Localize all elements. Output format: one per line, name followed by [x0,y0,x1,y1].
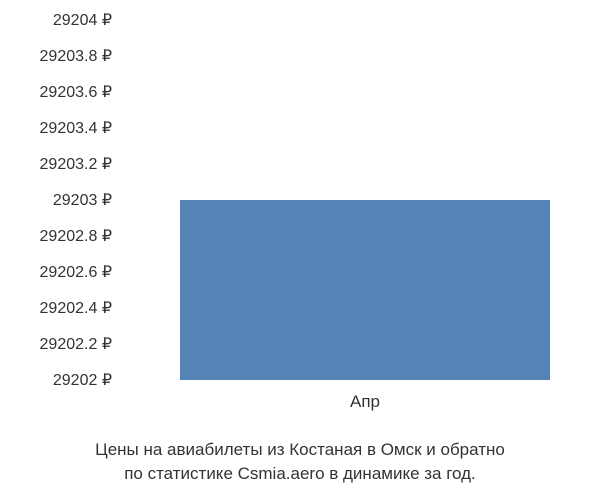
x-tick-label: Апр [350,392,380,412]
y-tick-label: 29202.8 ₽ [40,226,112,246]
price-bar [180,200,550,380]
y-tick-label: 29203.2 ₽ [40,154,112,174]
caption-line-1: Цены на авиабилеты из Костаная в Омск и … [0,438,600,462]
plot-area: Апр [120,20,580,380]
y-tick-label: 29203.4 ₽ [40,118,112,138]
y-tick-label: 29204 ₽ [53,10,112,30]
y-tick-label: 29202.2 ₽ [40,334,112,354]
y-axis: 29204 ₽29203.8 ₽29203.6 ₽29203.4 ₽29203.… [0,20,120,380]
y-tick-label: 29203 ₽ [53,190,112,210]
price-chart: 29204 ₽ 29203.8 ₽ 29203.6 ₽ 29203.4 ₽ 29203.… [0,0,600,420]
y-tick-label: 29202 ₽ [53,370,112,390]
y-tick-label: 29203.6 ₽ [40,82,112,102]
chart-caption: Цены на авиабилеты из Костаная в Омск и … [0,438,600,486]
y-tick-label: 29202.6 ₽ [40,262,112,282]
caption-line-2: по статистике Csmia.aero в динамике за г… [0,462,600,486]
y-tick-label: 29203.8 ₽ [40,46,112,66]
y-tick-label: 29202.4 ₽ [40,298,112,318]
